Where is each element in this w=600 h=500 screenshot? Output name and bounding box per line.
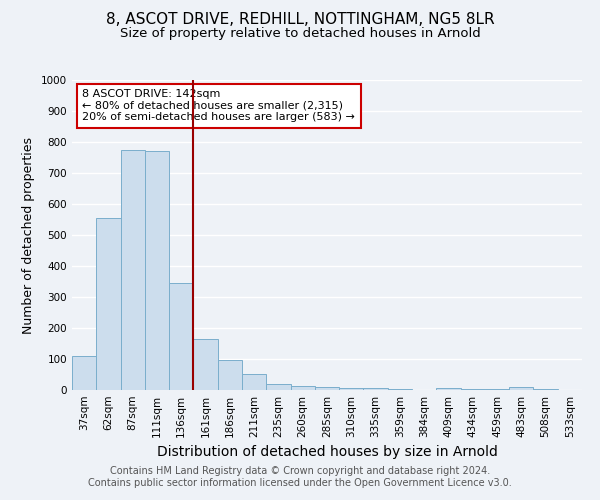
Bar	[509, 387, 533, 390]
Bar	[339, 388, 364, 390]
Y-axis label: Number of detached properties: Number of detached properties	[22, 136, 35, 334]
Text: Contains HM Land Registry data © Crown copyright and database right 2024.
Contai: Contains HM Land Registry data © Crown c…	[88, 466, 512, 487]
Bar	[72, 356, 96, 390]
Text: Size of property relative to detached houses in Arnold: Size of property relative to detached ho…	[119, 28, 481, 40]
Bar	[461, 389, 485, 390]
X-axis label: Distribution of detached houses by size in Arnold: Distribution of detached houses by size …	[157, 446, 497, 460]
Bar	[290, 386, 315, 390]
Text: 8 ASCOT DRIVE: 142sqm
← 80% of detached houses are smaller (2,315)
20% of semi-d: 8 ASCOT DRIVE: 142sqm ← 80% of detached …	[82, 90, 355, 122]
Bar	[388, 389, 412, 390]
Bar	[121, 150, 145, 390]
Bar	[436, 388, 461, 390]
Bar	[96, 218, 121, 390]
Bar	[169, 283, 193, 390]
Bar	[364, 388, 388, 390]
Bar	[193, 340, 218, 390]
Bar	[533, 389, 558, 390]
Bar	[242, 374, 266, 390]
Bar	[218, 360, 242, 390]
Text: 8, ASCOT DRIVE, REDHILL, NOTTINGHAM, NG5 8LR: 8, ASCOT DRIVE, REDHILL, NOTTINGHAM, NG5…	[106, 12, 494, 28]
Bar	[315, 387, 339, 390]
Bar	[485, 389, 509, 390]
Bar	[266, 384, 290, 390]
Bar	[145, 152, 169, 390]
